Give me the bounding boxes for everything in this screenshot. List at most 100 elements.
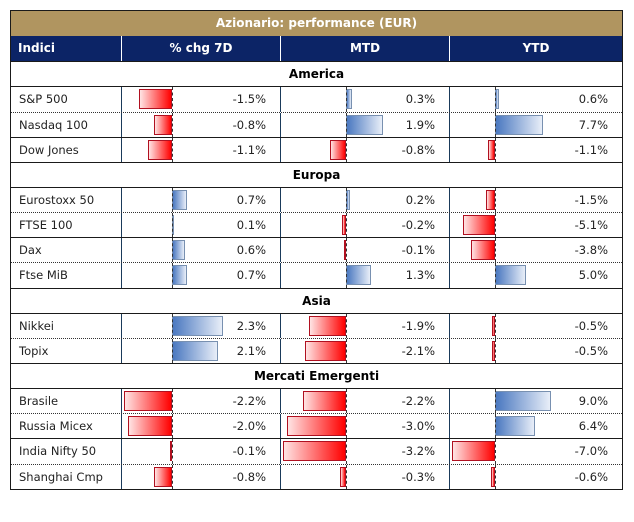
bar-7d [172,240,186,261]
value-label-mtd: 0.2% [405,192,435,207]
cell-mtd: -3.2% [280,439,449,464]
zero-axis [172,338,173,363]
cell-mtd: 0.3% [280,87,449,112]
bar-7d [172,265,188,286]
bar-ytd [495,391,551,412]
bar-mtd [283,441,346,462]
cell-7d: -2.0% [121,414,280,439]
bar-7d [139,89,172,110]
bar-7d [147,139,172,160]
zero-axis [346,187,347,213]
cell-7d: 0.7% [121,263,280,288]
cell-mtd: -2.2% [280,389,449,414]
index-name: Ftse MiB [19,268,68,283]
zero-axis [495,112,496,137]
value-label-ytd: -0.6% [574,469,608,484]
zero-axis [172,87,173,112]
bar-mtd [287,416,346,437]
value-label-mtd: -2.1% [401,343,435,358]
zero-axis [172,213,173,238]
zero-axis [346,439,347,464]
zero-axis [346,389,347,414]
index-name: Shanghai Cmp [19,469,103,484]
zero-axis [346,338,347,363]
zero-axis [495,87,496,112]
table-row: Ftse MiB 0.7% 1.3% 5.0% [11,262,622,288]
index-name: FTSE 100 [19,218,73,233]
value-label-ytd: -0.5% [574,343,608,358]
cell-mtd: -2.1% [280,338,449,363]
cell-mtd: 1.3% [280,263,449,288]
value-label-7d: -0.1% [232,444,266,459]
bar-mtd [308,315,346,336]
value-label-7d: -2.0% [232,419,266,434]
bar-ytd [471,240,495,261]
section-header: Mercati Emergenti [11,362,622,388]
cell-mtd: -1.9% [280,313,449,338]
zero-axis [346,238,347,263]
table-row: Topix 2.1% -2.1% -0.5% [11,337,622,363]
zero-axis [172,238,173,263]
zero-axis [346,137,347,162]
value-label-mtd: -0.2% [401,218,435,233]
value-label-ytd: -3.8% [574,243,608,258]
cell-7d: -0.8% [121,464,280,489]
section-header: Europa [11,161,622,187]
index-name: Brasile [19,394,59,409]
bar-mtd [342,215,346,236]
zero-axis [172,313,173,338]
cell-mtd: -0.8% [280,137,449,162]
bar-7d [128,416,172,437]
value-label-mtd: -3.2% [401,444,435,459]
zero-axis [495,313,496,338]
cell-mtd: -0.2% [280,213,449,238]
bar-mtd [340,466,346,487]
zero-axis [495,414,496,439]
cell-ytd: -3.8% [449,238,622,263]
zero-axis [495,187,496,213]
index-name: India Nifty 50 [19,444,97,459]
bar-ytd [488,139,495,160]
zero-axis [495,238,496,263]
zero-axis [346,313,347,338]
zero-axis [346,112,347,137]
cell-ytd: -0.5% [449,313,622,338]
zero-axis [495,338,496,363]
zero-axis [495,213,496,238]
value-label-ytd: 9.0% [578,394,608,409]
performance-table: Azionario: performance (EUR) Indici % ch… [10,10,623,490]
cell-7d: -1.5% [121,87,280,112]
cell-ytd: -0.6% [449,464,622,489]
table-row: S&P 500 -1.5% 0.3% 0.6% [11,86,622,112]
value-label-ytd: 0.6% [578,92,608,107]
index-name: Dow Jones [19,142,79,157]
value-label-7d: -1.5% [232,92,266,107]
zero-axis [495,389,496,414]
bar-ytd [451,441,495,462]
cell-ytd: -1.1% [449,137,622,162]
value-label-mtd: 1.3% [405,268,435,283]
cell-ytd: -1.5% [449,187,622,213]
bar-ytd [491,466,495,487]
zero-axis [172,389,173,414]
value-label-7d: -2.2% [232,394,266,409]
bar-7d [172,315,223,336]
value-label-ytd: -5.1% [574,218,608,233]
bar-mtd [304,340,346,361]
cell-mtd: 0.2% [280,187,449,213]
bar-7d [169,441,172,462]
value-label-mtd: -3.0% [401,419,435,434]
zero-axis [172,439,173,464]
value-label-ytd: -1.1% [574,142,608,157]
value-label-ytd: -0.5% [574,318,608,333]
table-row: Dow Jones -1.1% -0.8% -1.1% [11,136,622,162]
cell-mtd: -0.3% [280,464,449,489]
cell-7d: -2.2% [121,389,280,414]
column-header-row: Indici % chg 7D MTD YTD [11,36,622,62]
cell-7d: -0.8% [121,112,280,137]
value-label-mtd: -2.2% [401,394,435,409]
table-row: Russia Micex -2.0% -3.0% 6.4% [11,413,622,439]
bar-7d [172,189,188,210]
column-header-ytd: YTD [449,36,622,62]
bar-ytd [485,189,495,210]
